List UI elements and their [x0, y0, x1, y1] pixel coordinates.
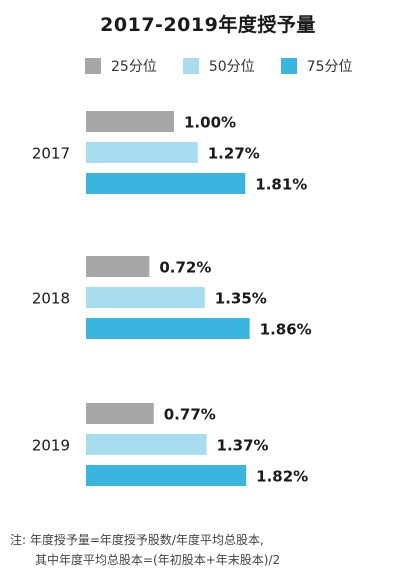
legend-swatch-p50	[182, 58, 199, 74]
bar-2018-p50	[86, 287, 205, 308]
bar-2019-p25	[86, 403, 154, 424]
legend: 25分位 50分位 75分位	[85, 56, 352, 76]
category-label-2019: 2019	[32, 437, 70, 455]
data-label-2019-p75: 1.82%	[256, 468, 308, 486]
category-label-2018: 2018	[32, 290, 70, 308]
footnote: 注: 年度授予量=年度授予股数/年度平均总股本, 其中年度平均总股本=(年初股本…	[10, 530, 280, 570]
data-label-2019-p25: 0.77%	[164, 406, 216, 424]
bar-chart: 2017 1.00% 1.27% 1.81% 2018 0.72%1.35% 1.86% 20…	[32, 111, 312, 486]
data-label-2017-p50: 1.27%	[208, 145, 260, 163]
bar-2019-p75	[86, 465, 247, 486]
data-label-2018-p75: 1.86%	[260, 321, 312, 339]
data-label-2019-p50: 1.37%	[217, 437, 269, 455]
data-label-2017-p75: 1.81%	[255, 176, 307, 194]
category-label-2017: 2017	[32, 145, 70, 163]
footnote-line-2: 其中年度平均总股本=(年初股本+年末股本)/2	[35, 553, 281, 567]
legend-item-p25: 25分位	[85, 56, 157, 76]
legend-label-p25: 25分位	[111, 59, 157, 75]
bar-2017-p50	[86, 142, 198, 163]
bar-2018-p75	[86, 318, 250, 339]
data-label-2018-p50: 1.35%	[215, 290, 267, 308]
legend-swatch-p75	[280, 58, 297, 74]
legend-item-p75: 75分位	[280, 56, 353, 76]
footnote-prefix: 注:	[10, 533, 27, 547]
legend-label-p50: 50分位	[208, 59, 255, 75]
bar-2018-p25	[86, 256, 150, 277]
chart-title: 2017-2019年度授予量	[100, 14, 316, 36]
legend-item-p50: 50分位	[182, 56, 255, 76]
legend-swatch-p25	[85, 58, 101, 74]
footnote-line-1: 年度授予量=年度授予股数/年度平均总股本,	[29, 533, 264, 547]
data-label-2018-p25: 0.72%	[159, 259, 211, 277]
bar-2019-p50	[86, 434, 207, 455]
bar-2017-p25	[86, 111, 174, 132]
bar-2017-p75	[86, 173, 246, 194]
legend-label-p75: 75分位	[306, 59, 353, 75]
data-label-2017-p25: 1.00%	[184, 114, 236, 132]
